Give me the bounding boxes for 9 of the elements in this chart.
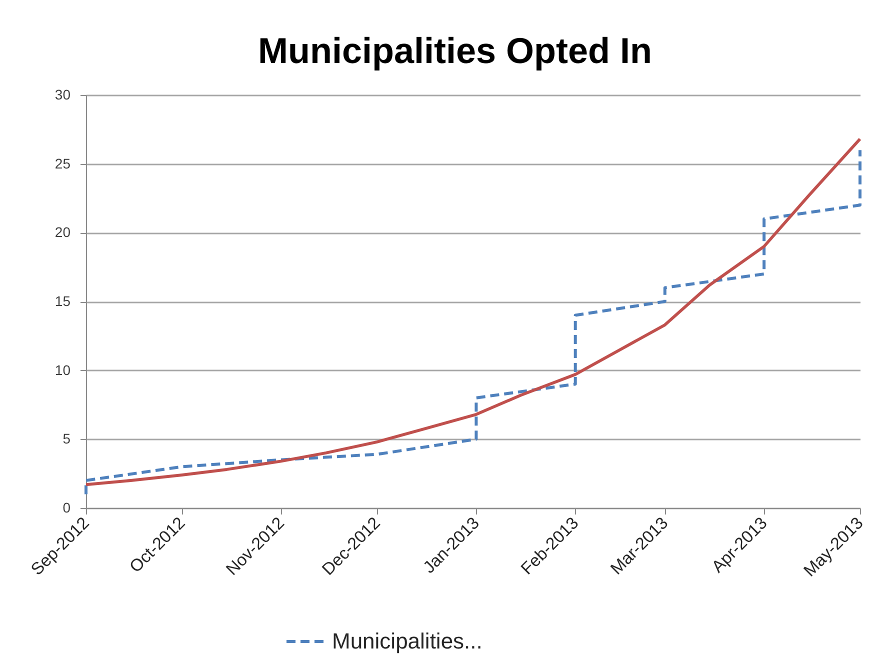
y-tick-label: 20 bbox=[54, 224, 71, 240]
y-tick-label: 25 bbox=[54, 155, 71, 172]
chart-title: Municipalities Opted In bbox=[258, 30, 652, 71]
y-tick-label: 30 bbox=[54, 86, 71, 102]
legend-label: Municipalities... bbox=[332, 628, 482, 654]
y-tick-label: 10 bbox=[54, 362, 71, 378]
y-tick-label: 0 bbox=[62, 500, 71, 516]
y-tick-label: 5 bbox=[62, 430, 71, 447]
y-tick-label: 15 bbox=[54, 293, 71, 309]
